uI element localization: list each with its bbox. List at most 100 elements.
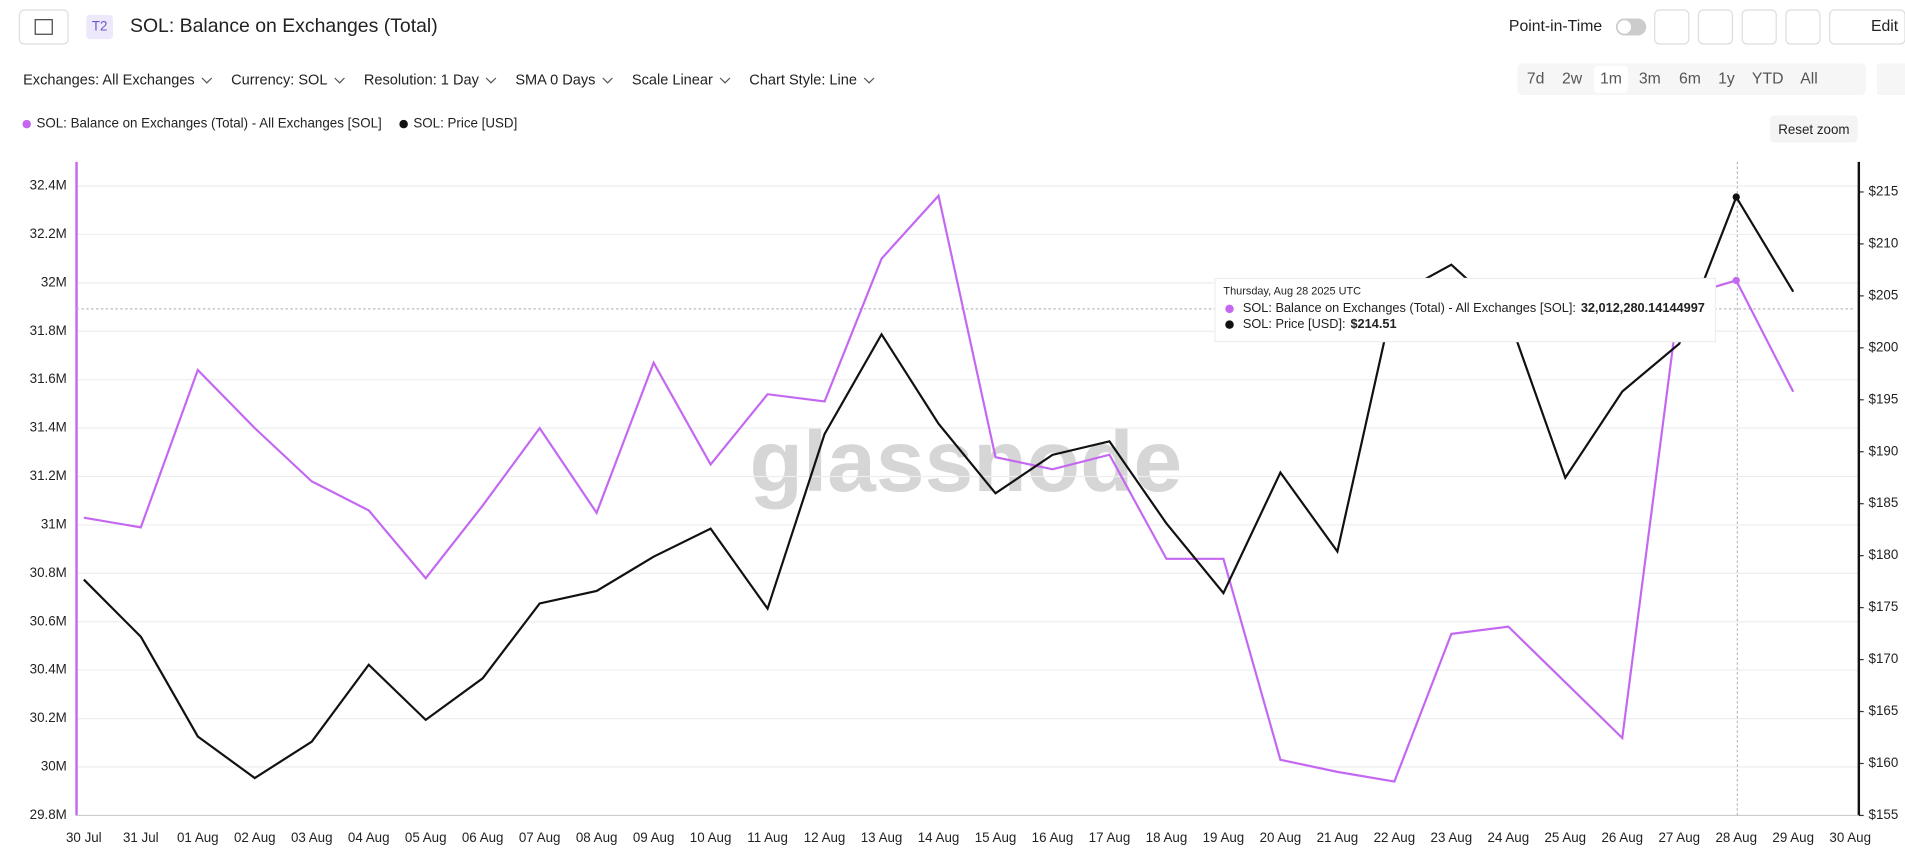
range-button[interactable]: 2w: [1562, 70, 1583, 87]
edit-label: Edit: [1871, 18, 1899, 35]
y-tick-label: 29.8M: [30, 807, 67, 822]
dropdown-caret: [334, 77, 345, 84]
y2-tick-label: $200: [1869, 339, 1899, 354]
sidebar-button[interactable]: [18, 9, 69, 45]
y2-tick-label: $170: [1869, 651, 1899, 666]
alert-button[interactable]: [1697, 9, 1734, 45]
tooltip-dot: [1225, 304, 1234, 314]
x-tick-label: 24 Aug: [1488, 830, 1530, 845]
y-tick-label: 31.2M: [30, 468, 67, 483]
x-tick-label: 17 Aug: [1089, 830, 1131, 845]
y2-tick-label: $215: [1869, 183, 1899, 198]
x-tick-label: 16 Aug: [1032, 830, 1074, 845]
dropdown[interactable]: Scale Linear: [632, 72, 713, 88]
x-tick-label: 15 Aug: [975, 830, 1017, 845]
share-button[interactable]: [1741, 9, 1777, 45]
copy-button[interactable]: [1785, 9, 1821, 45]
tooltip-label: SOL: Balance on Exchanges (Total) - All …: [1243, 300, 1576, 315]
y2-tick-label: $190: [1869, 443, 1899, 458]
y-tick-label: 31.4M: [30, 420, 67, 435]
dropdown[interactable]: Exchanges: All Exchanges: [23, 72, 195, 88]
y2-tick-label: $195: [1869, 391, 1899, 406]
y2-tick-label: $165: [1869, 703, 1899, 718]
x-tick-label: 23 Aug: [1431, 830, 1473, 845]
dropdown[interactable]: Chart Style: Line: [749, 72, 857, 88]
y2-tick-label: $185: [1869, 495, 1899, 510]
dropdown[interactable]: Resolution: 1 Day: [364, 72, 480, 88]
sidebar-icon: [34, 19, 53, 35]
range-button[interactable]: 6m: [1679, 70, 1701, 87]
range-button[interactable]: 3m: [1639, 70, 1661, 87]
dropdown[interactable]: SMA 0 Days: [515, 72, 595, 88]
dropdown-caret: [719, 77, 731, 84]
badge-text: T2: [92, 18, 108, 33]
tooltip-date: Thursday, Aug 28 2025 UTC: [1223, 286, 1361, 298]
edit-button[interactable]: [1829, 9, 1905, 45]
range-button[interactable]: 1y: [1718, 70, 1735, 87]
y2-tick-label: $210: [1869, 235, 1899, 250]
x-tick-label: 10 Aug: [690, 830, 732, 845]
legend-label[interactable]: SOL: Price [USD]: [413, 116, 517, 131]
x-tick-label: 18 Aug: [1146, 830, 1188, 845]
range-button[interactable]: 7d: [1527, 70, 1545, 87]
x-tick-label: 09 Aug: [633, 830, 675, 845]
range-button[interactable]: All: [1800, 70, 1818, 87]
x-tick-label: 06 Aug: [462, 830, 504, 845]
legend-label[interactable]: SOL: Balance on Exchanges (Total) - All …: [36, 116, 381, 131]
y2-tick-label: $180: [1869, 547, 1899, 562]
x-tick-label: 30 Jul: [66, 830, 102, 845]
y-tick-label: 30.6M: [30, 613, 67, 628]
x-tick-label: 21 Aug: [1317, 830, 1359, 845]
y-tick-label: 30M: [41, 759, 67, 774]
x-tick-label: 25 Aug: [1545, 830, 1587, 845]
y-tick-label: 31.6M: [30, 371, 67, 386]
page-title: SOL: Balance on Exchanges (Total): [130, 15, 438, 37]
range-button[interactable]: 1m: [1600, 70, 1622, 87]
y-tick-label: 32M: [41, 274, 67, 289]
y2-tick-label: $160: [1869, 755, 1899, 770]
dropdown-caret: [602, 77, 613, 84]
reset-zoom-button[interactable]: [1770, 115, 1858, 143]
badge: [86, 14, 113, 40]
hover-point: [1732, 193, 1740, 201]
range-button[interactable]: YTD: [1752, 70, 1784, 87]
legend-dot: [22, 119, 31, 129]
favorite-button[interactable]: [1654, 9, 1690, 45]
y-tick-label: 31M: [41, 516, 67, 531]
y-tick-label: 32.4M: [30, 178, 67, 193]
series-line: [83, 193, 1795, 783]
tooltip-value: 32,012,280.14144997: [1581, 300, 1705, 315]
y-tick-label: 31.8M: [30, 323, 67, 338]
x-tick-label: 26 Aug: [1601, 830, 1643, 845]
x-tick-label: 14 Aug: [918, 830, 960, 845]
dropdown[interactable]: Currency: SOL: [231, 72, 327, 88]
x-tick-label: 19 Aug: [1203, 830, 1245, 845]
x-tick-label: 31 Jul: [123, 830, 159, 845]
x-tick-label: 13 Aug: [861, 830, 903, 845]
watermark: glassnode: [750, 412, 1183, 510]
y2-tick-label: $175: [1869, 599, 1899, 614]
y-tick-label: 30.8M: [30, 565, 67, 580]
calendar-button[interactable]: [1877, 63, 1905, 96]
x-tick-label: 04 Aug: [348, 830, 390, 845]
y2-tick-label: $205: [1869, 287, 1899, 302]
y-tick-label: 32.2M: [30, 226, 67, 241]
x-tick-label: 07 Aug: [519, 830, 561, 845]
dropdown-caret: [201, 77, 213, 84]
x-tick-label: 02 Aug: [234, 830, 276, 845]
x-tick-label: 01 Aug: [177, 830, 219, 845]
legend-dot: [399, 119, 408, 129]
tooltip-label: SOL: Price [USD]:: [1243, 316, 1346, 331]
toggle-knob: [1617, 20, 1632, 34]
reset-zoom-label: Reset zoom: [1778, 122, 1849, 137]
dropdown-caret: [485, 77, 497, 84]
hover-point: [1732, 276, 1740, 285]
x-tick-label: 28 Aug: [1715, 830, 1757, 845]
tooltip-box: [1214, 277, 1717, 343]
x-tick-label: 30 Aug: [1829, 830, 1871, 845]
y-tick-label: 30.4M: [30, 662, 67, 677]
tooltip-value: $214.51: [1350, 316, 1396, 331]
x-tick-label: 27 Aug: [1658, 830, 1700, 845]
